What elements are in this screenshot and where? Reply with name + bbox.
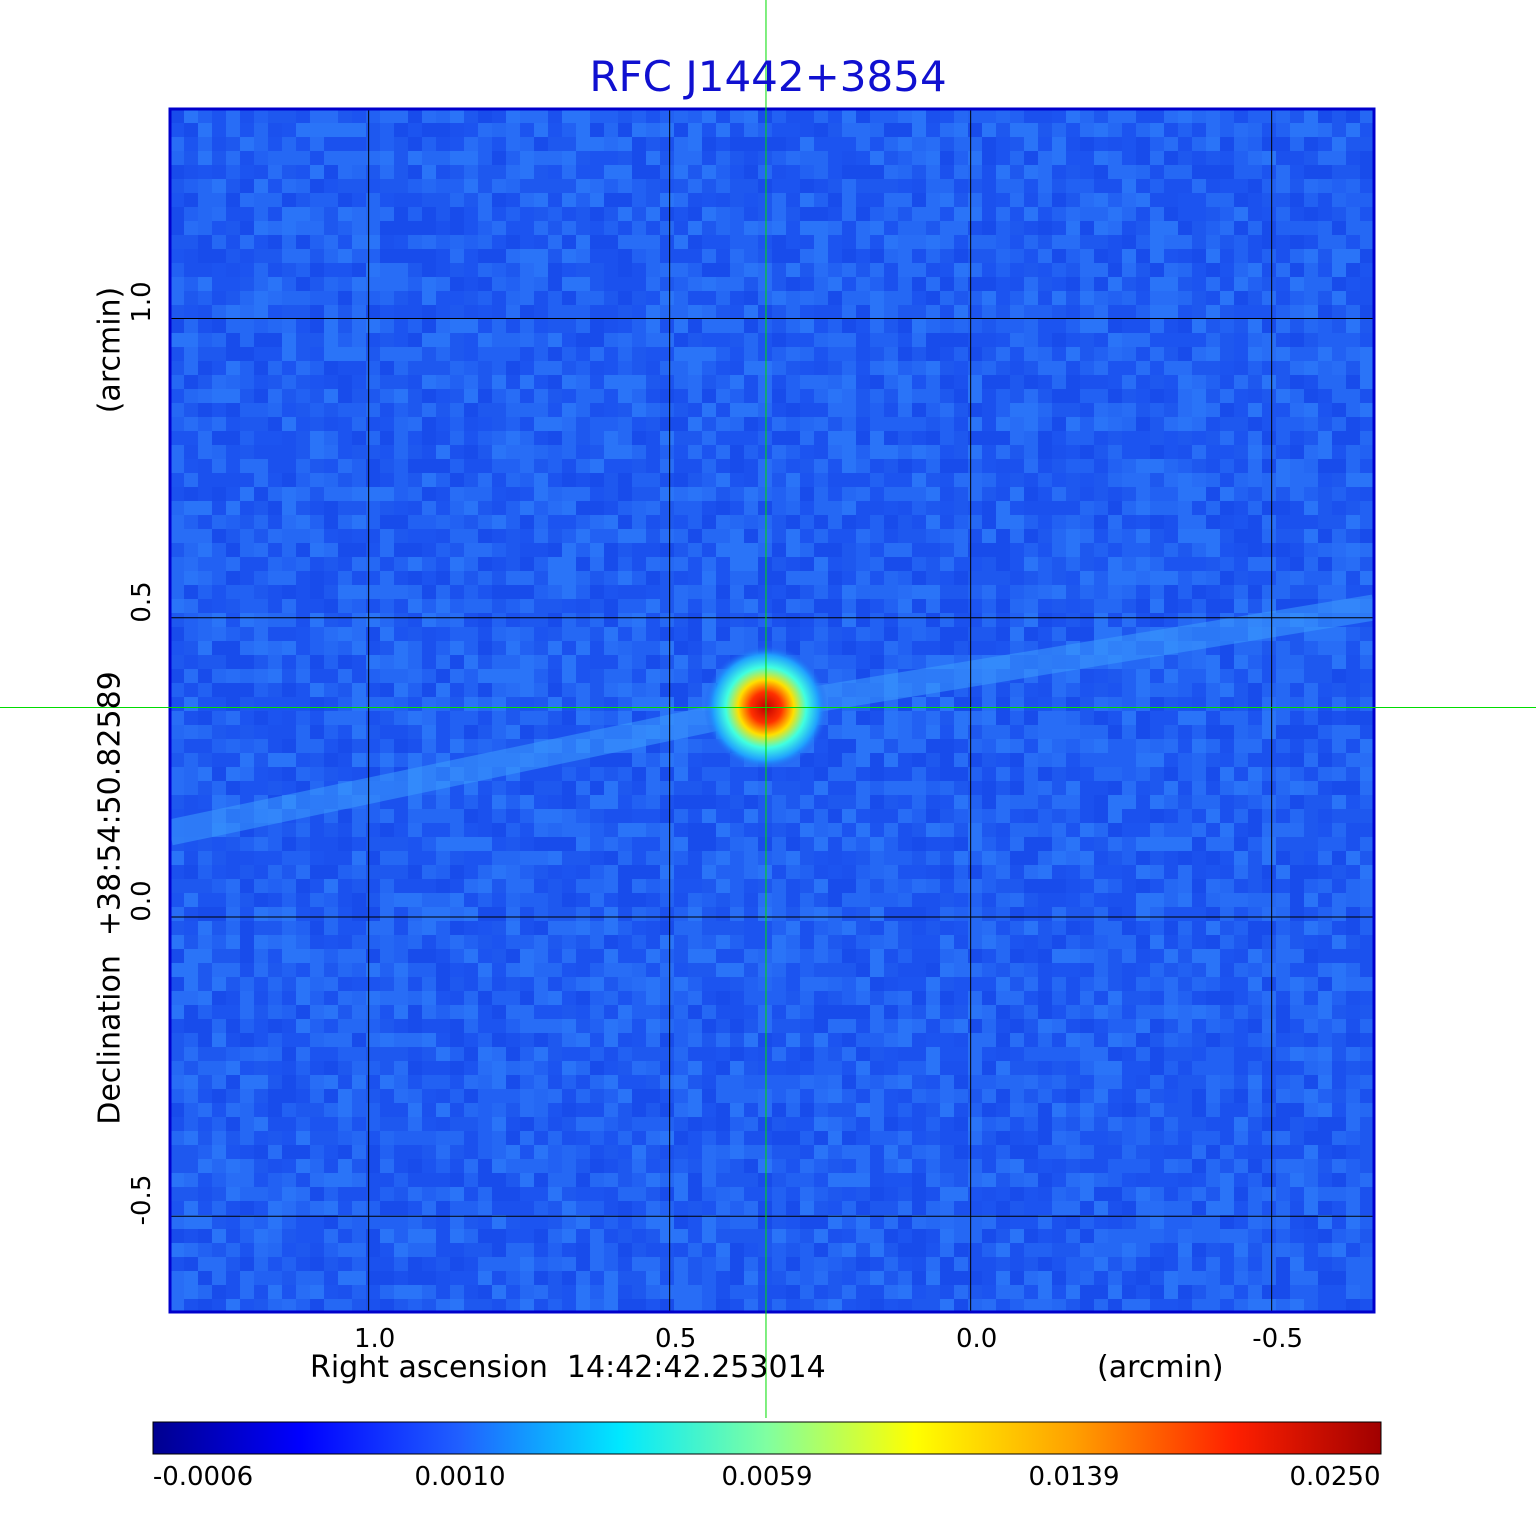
y-tick-label: 0.0 xyxy=(127,880,157,921)
y-axis-label: Declination +38:54:50.82589 xyxy=(93,671,128,1125)
colorbar-tick-label: 0.0250 xyxy=(1290,1462,1381,1492)
chart-title: RFC J1442+3854 xyxy=(0,52,1536,101)
y-tick-label: 0.5 xyxy=(127,581,157,622)
x-tick-label: -0.5 xyxy=(1252,1324,1303,1354)
y-tick-label: -0.5 xyxy=(127,1175,157,1226)
x-axis-unit: (arcmin) xyxy=(1097,1350,1224,1385)
colorbar-tick-label: 0.0139 xyxy=(1029,1462,1120,1492)
colorbar-tick-label: 0.0059 xyxy=(722,1462,813,1492)
colorbar-tick-label: 0.0010 xyxy=(415,1462,506,1492)
colorbar xyxy=(153,1422,1381,1454)
x-axis-label: Right ascension 14:42:42.253014 xyxy=(310,1350,826,1385)
y-tick-label: 1.0 xyxy=(127,282,157,323)
y-axis-unit: (arcmin) xyxy=(93,287,128,414)
colorbar-tick-label: -0.0006 xyxy=(153,1462,253,1492)
x-tick-label: 0.0 xyxy=(956,1324,997,1354)
image-field xyxy=(170,109,1374,1313)
